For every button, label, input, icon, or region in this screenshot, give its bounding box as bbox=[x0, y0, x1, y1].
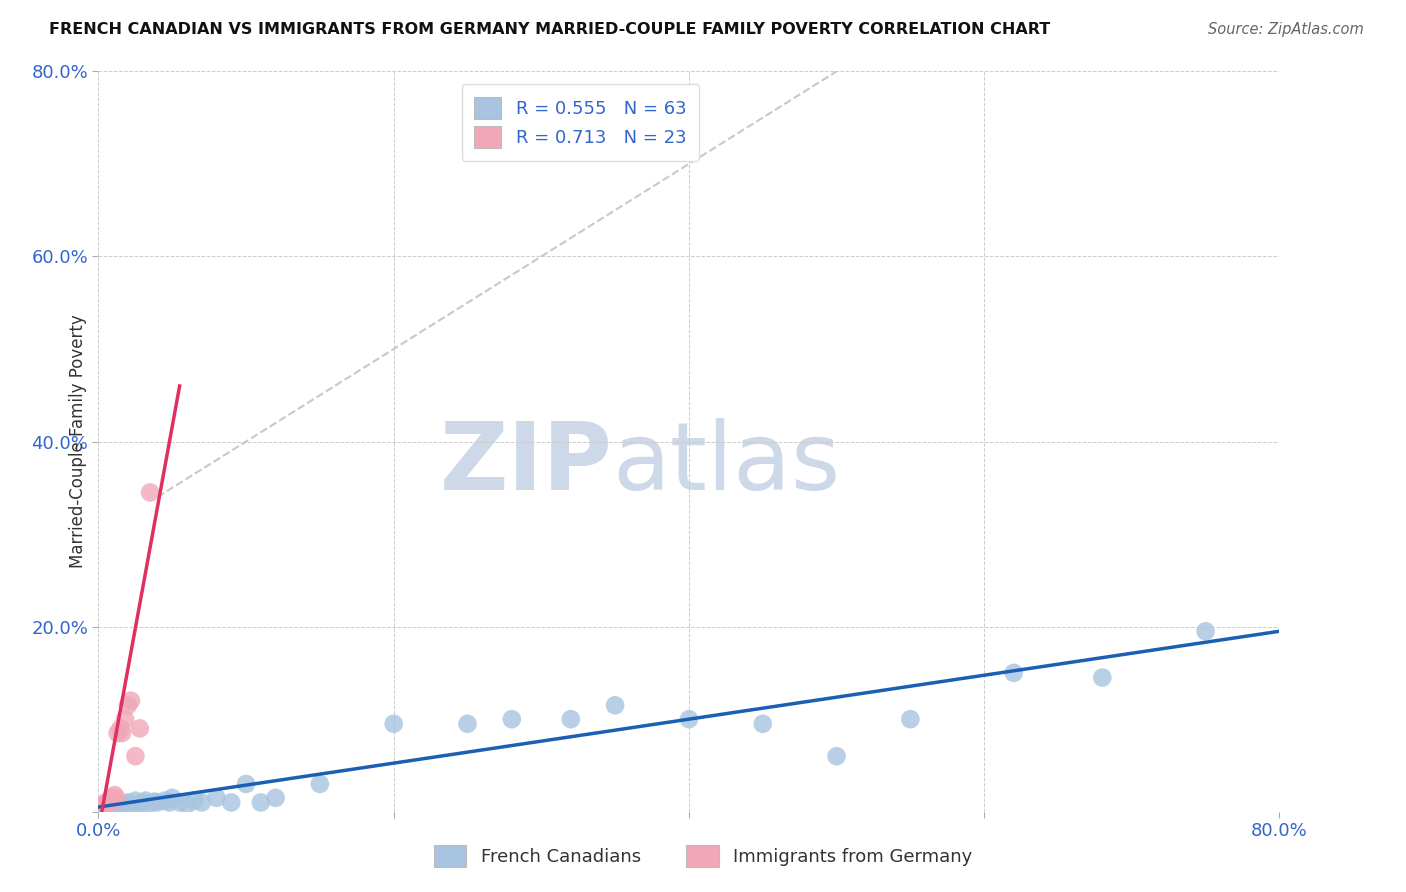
Point bbox=[94, 797, 117, 812]
Point bbox=[120, 797, 142, 812]
Point bbox=[111, 799, 134, 814]
Point bbox=[117, 698, 139, 713]
Point bbox=[94, 796, 117, 810]
Point bbox=[94, 799, 117, 814]
Point bbox=[752, 716, 775, 731]
Point bbox=[96, 796, 118, 810]
Point bbox=[457, 716, 479, 731]
Point bbox=[103, 798, 125, 813]
Point bbox=[143, 795, 166, 809]
Point bbox=[91, 799, 114, 814]
Point bbox=[146, 796, 169, 810]
Point bbox=[250, 796, 273, 810]
Point bbox=[108, 800, 131, 814]
Point bbox=[162, 790, 183, 805]
Point bbox=[501, 712, 523, 726]
Point bbox=[382, 716, 405, 731]
Point bbox=[128, 797, 150, 812]
Text: ZIP: ZIP bbox=[439, 417, 612, 509]
Point bbox=[1195, 624, 1218, 639]
Point bbox=[96, 800, 118, 814]
Text: atlas: atlas bbox=[612, 417, 841, 509]
Point bbox=[100, 790, 122, 805]
Y-axis label: Married-Couple Family Poverty: Married-Couple Family Poverty bbox=[69, 315, 87, 568]
Point bbox=[309, 777, 332, 791]
Point bbox=[100, 802, 122, 816]
Point bbox=[104, 788, 127, 802]
Point bbox=[110, 722, 132, 736]
Point bbox=[97, 802, 120, 816]
Point bbox=[93, 800, 115, 814]
Point bbox=[900, 712, 922, 726]
Point bbox=[128, 722, 150, 736]
Point bbox=[139, 485, 162, 500]
Legend: French Canadians, Immigrants from Germany: French Canadians, Immigrants from German… bbox=[426, 838, 980, 874]
Point bbox=[105, 790, 128, 805]
Point bbox=[105, 801, 128, 815]
Point bbox=[98, 801, 121, 815]
Point bbox=[91, 801, 114, 815]
Point bbox=[157, 796, 180, 810]
Point bbox=[98, 794, 121, 808]
Point bbox=[94, 801, 117, 815]
Point bbox=[264, 790, 287, 805]
Point bbox=[89, 802, 111, 816]
Point bbox=[97, 794, 120, 808]
Legend: R = 0.555   N = 63, R = 0.713   N = 23: R = 0.555 N = 63, R = 0.713 N = 23 bbox=[461, 84, 699, 161]
Point bbox=[139, 797, 162, 811]
Point bbox=[94, 803, 117, 817]
Point bbox=[678, 712, 700, 726]
Point bbox=[205, 790, 228, 805]
Point bbox=[90, 800, 112, 814]
Point bbox=[93, 800, 115, 814]
Point bbox=[117, 796, 139, 810]
Point bbox=[103, 794, 125, 808]
Point bbox=[103, 801, 125, 815]
Point bbox=[605, 698, 627, 713]
Point bbox=[98, 799, 121, 814]
Point bbox=[97, 800, 120, 814]
Point bbox=[91, 803, 114, 817]
Point bbox=[825, 749, 848, 764]
Point bbox=[120, 694, 142, 708]
Point bbox=[124, 794, 146, 808]
Point bbox=[110, 798, 132, 813]
Point bbox=[132, 796, 155, 810]
Point bbox=[111, 726, 134, 740]
Text: FRENCH CANADIAN VS IMMIGRANTS FROM GERMANY MARRIED-COUPLE FAMILY POVERTY CORRELA: FRENCH CANADIAN VS IMMIGRANTS FROM GERMA… bbox=[49, 22, 1050, 37]
Point bbox=[91, 801, 114, 815]
Point bbox=[96, 802, 118, 816]
Point bbox=[90, 802, 112, 816]
Point bbox=[221, 796, 243, 810]
Point bbox=[183, 794, 205, 808]
Point bbox=[96, 798, 118, 813]
Point bbox=[176, 797, 198, 812]
Point bbox=[124, 749, 146, 764]
Point bbox=[100, 800, 122, 814]
Point bbox=[114, 712, 136, 726]
Point bbox=[93, 802, 115, 816]
Text: Source: ZipAtlas.com: Source: ZipAtlas.com bbox=[1208, 22, 1364, 37]
Point bbox=[235, 777, 257, 791]
Point bbox=[169, 796, 191, 810]
Point bbox=[1091, 671, 1114, 685]
Point bbox=[104, 800, 127, 814]
Point bbox=[89, 803, 111, 817]
Point bbox=[135, 794, 157, 808]
Point bbox=[107, 799, 129, 814]
Point bbox=[107, 726, 129, 740]
Point bbox=[1002, 665, 1025, 680]
Point bbox=[191, 796, 214, 810]
Point bbox=[90, 800, 112, 814]
Point bbox=[153, 794, 176, 808]
Point bbox=[560, 712, 582, 726]
Point bbox=[91, 799, 114, 814]
Point bbox=[114, 797, 136, 812]
